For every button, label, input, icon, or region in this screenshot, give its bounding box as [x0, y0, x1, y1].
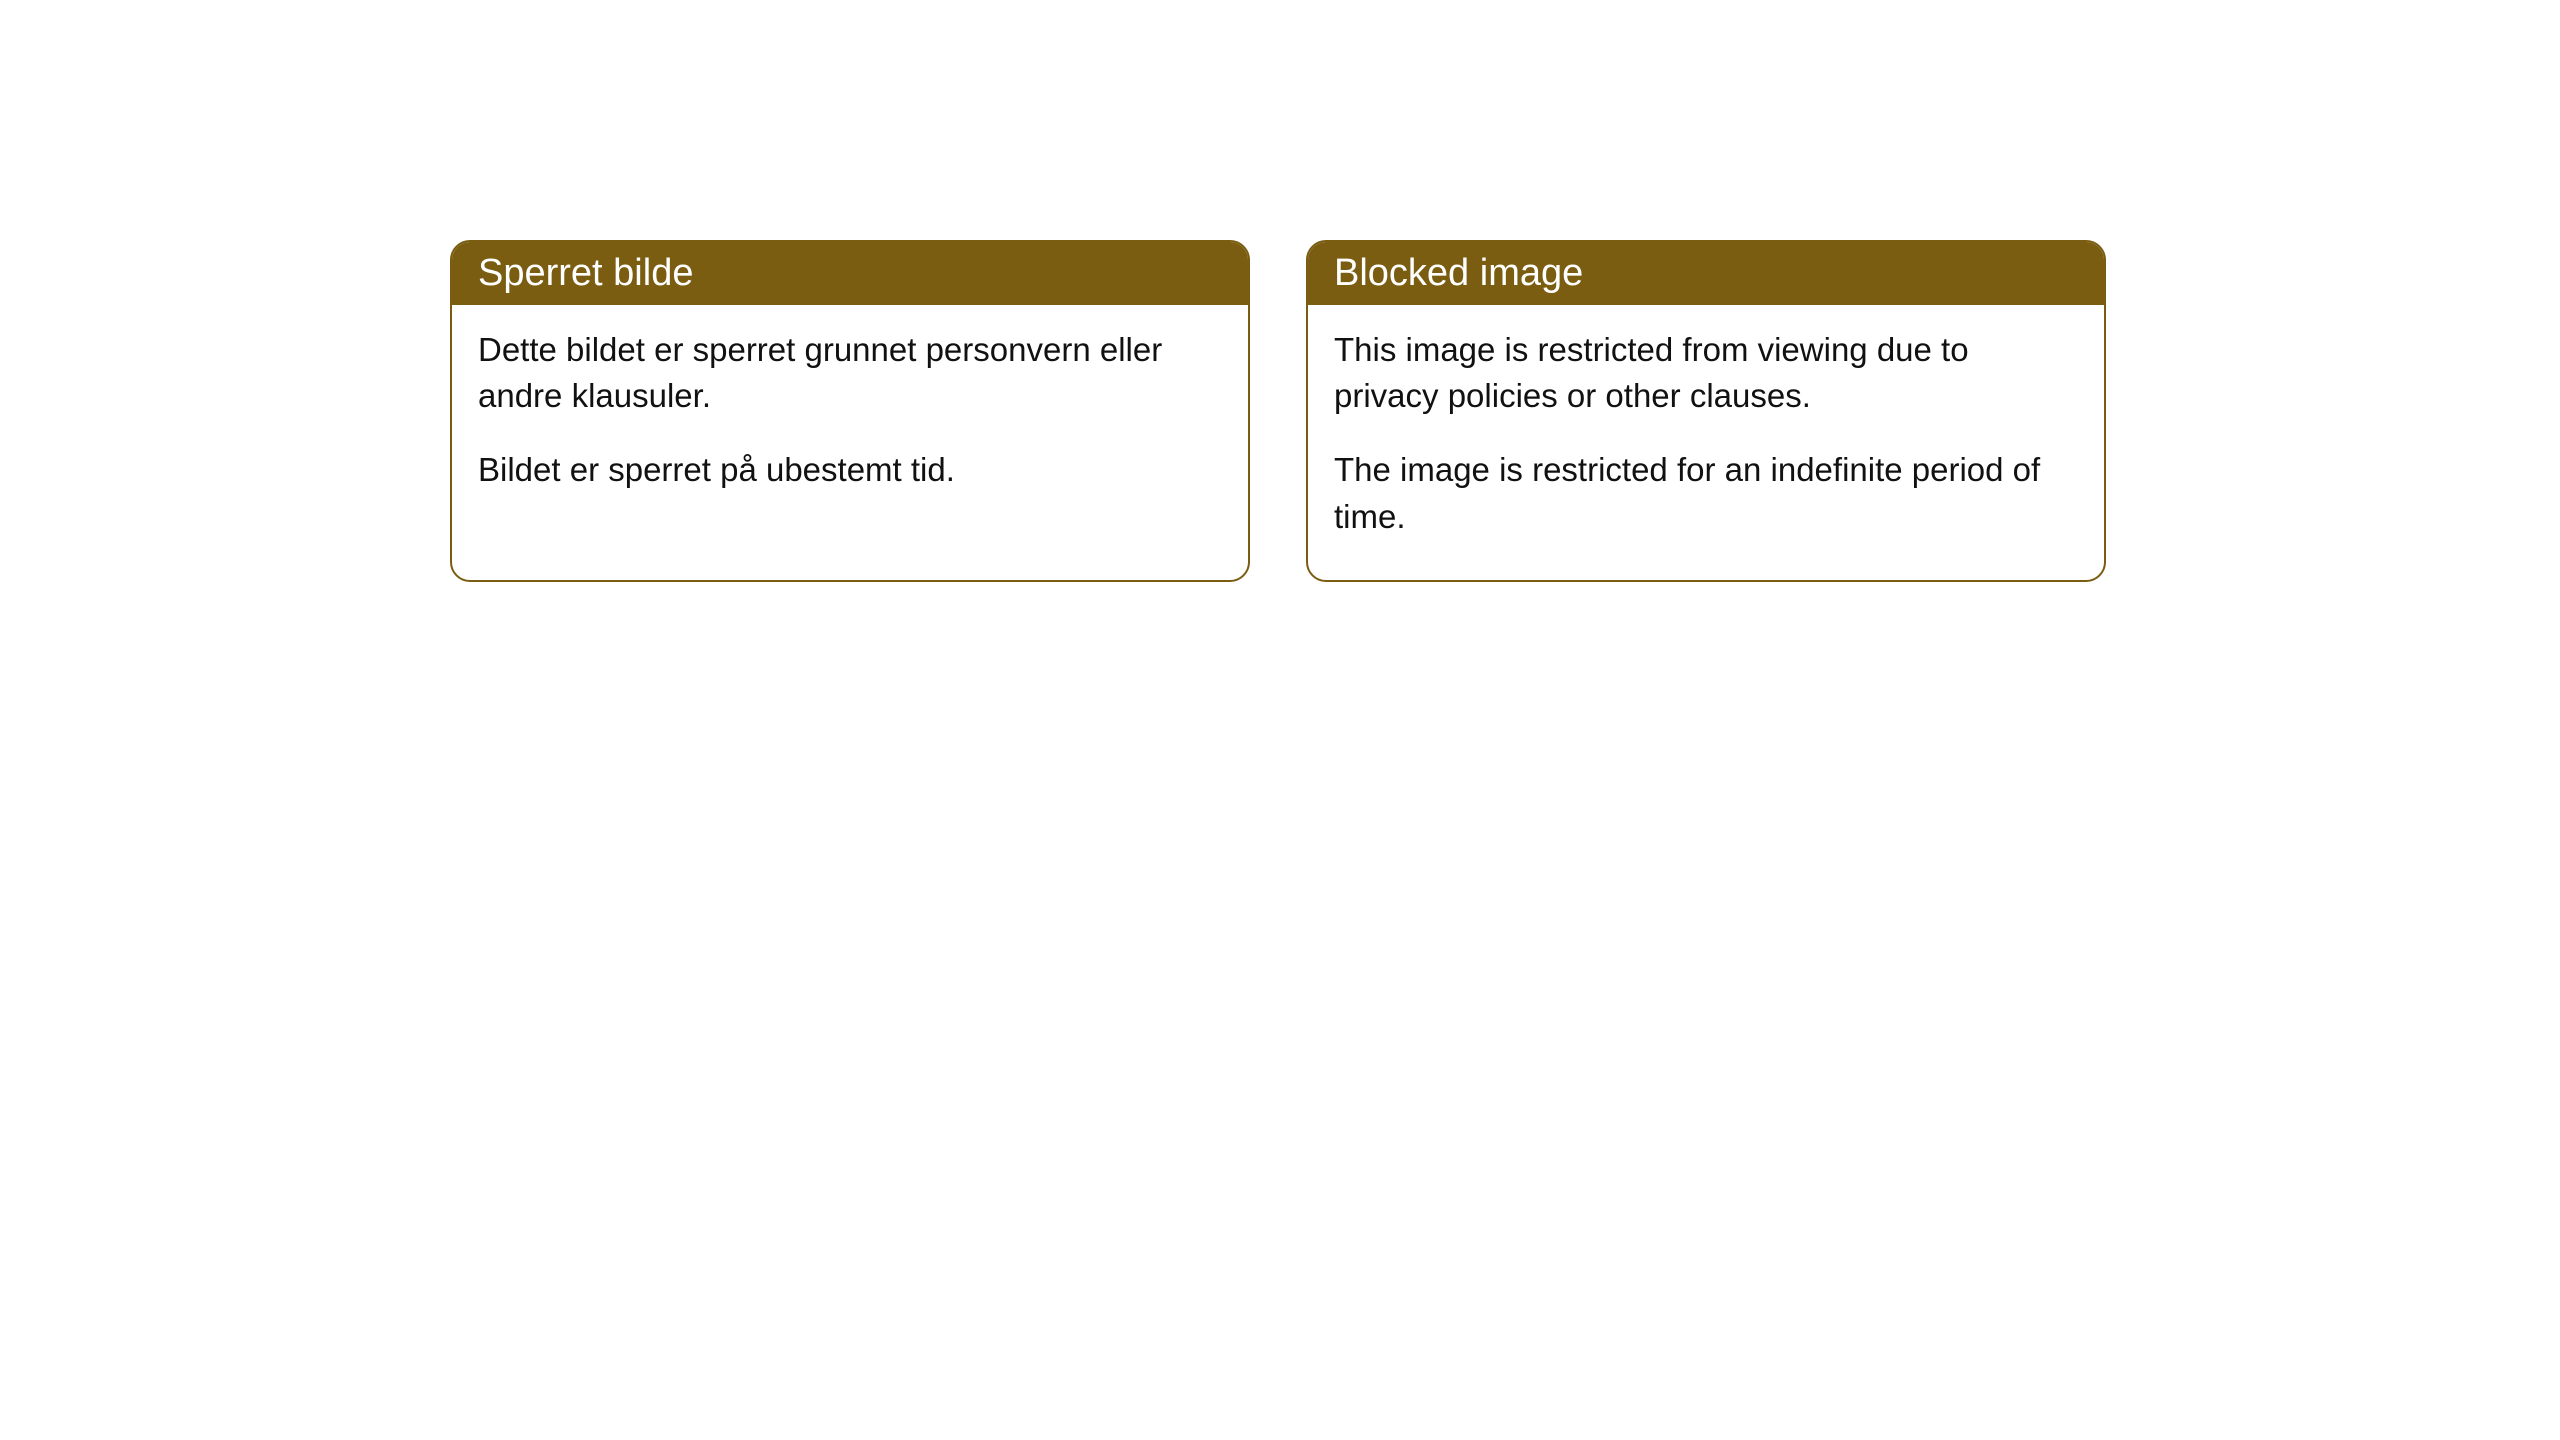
notice-card-norwegian: Sperret bilde Dette bildet er sperret gr…: [450, 240, 1250, 582]
card-title: Sperret bilde: [452, 242, 1248, 305]
card-title: Blocked image: [1308, 242, 2104, 305]
card-body: Dette bildet er sperret grunnet personve…: [452, 305, 1248, 534]
card-paragraph: Bildet er sperret på ubestemt tid.: [478, 447, 1222, 493]
card-paragraph: This image is restricted from viewing du…: [1334, 327, 2078, 419]
notice-card-english: Blocked image This image is restricted f…: [1306, 240, 2106, 582]
card-body: This image is restricted from viewing du…: [1308, 305, 2104, 580]
notice-container: Sperret bilde Dette bildet er sperret gr…: [0, 0, 2560, 582]
card-paragraph: The image is restricted for an indefinit…: [1334, 447, 2078, 539]
card-paragraph: Dette bildet er sperret grunnet personve…: [478, 327, 1222, 419]
